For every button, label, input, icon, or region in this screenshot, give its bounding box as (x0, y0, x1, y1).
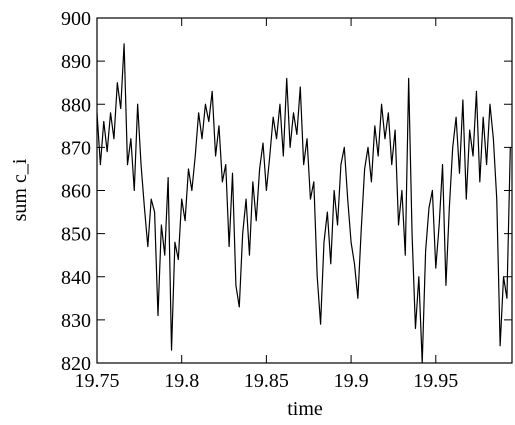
y-tick-label: 840 (61, 267, 91, 289)
y-tick-label: 900 (61, 8, 91, 30)
x-tick-label: 19.95 (413, 370, 458, 392)
x-tick-label: 19.9 (334, 370, 369, 392)
y-tick-label: 860 (61, 181, 91, 203)
x-tick-label: 19.85 (244, 370, 289, 392)
y-tick-label: 820 (61, 353, 91, 375)
data-line (96, 43, 511, 364)
y-tick-label: 830 (61, 310, 91, 332)
x-axis-label: time (287, 398, 323, 420)
y-tick-label: 890 (61, 51, 91, 73)
y-tick-label: 880 (61, 94, 91, 116)
y-tick-label: 850 (61, 224, 91, 246)
y-tick-label: 870 (61, 137, 91, 159)
y-axis-label: sum c_i (9, 158, 31, 221)
x-tick-label: 19.8 (164, 370, 199, 392)
x-tick-label: 19.75 (75, 370, 120, 392)
